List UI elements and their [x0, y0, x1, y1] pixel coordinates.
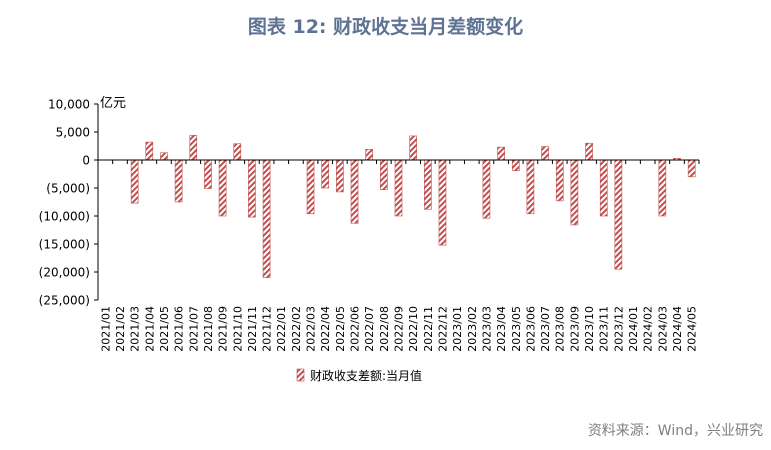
- bar: [321, 159, 330, 189]
- x-tick-label: 2022/02: [290, 306, 303, 352]
- chart: 10,000 5,000 0 (5,000) (10,000) (15,000) (20,0…: [39, 96, 700, 383]
- bar: [423, 159, 432, 210]
- bar: [555, 159, 564, 202]
- x-tick-label: 2021/10: [231, 306, 244, 352]
- y-tick-label: 0: [82, 154, 90, 168]
- x-tick-label: 2023/06: [524, 306, 537, 352]
- y-tick-label: 5,000: [56, 126, 90, 140]
- x-tick-label: 2023/12: [612, 306, 625, 352]
- x-tick-label: 2024/05: [686, 306, 699, 352]
- x-tick-label: 2021/04: [143, 306, 156, 352]
- bar: [306, 159, 315, 215]
- x-tick-label: 2021/01: [99, 306, 112, 352]
- bar: [130, 159, 139, 204]
- x-tick-label: 2022/09: [393, 306, 406, 352]
- x-tick-label: 2021/11: [246, 306, 259, 352]
- bar: [585, 142, 593, 161]
- bar: [248, 159, 256, 218]
- bar: [658, 159, 667, 217]
- bar: [438, 159, 447, 246]
- x-tick-label: 2023/04: [495, 306, 508, 352]
- x-tick-label: 2022/04: [319, 306, 332, 352]
- x-tick-label: 2022/10: [407, 306, 420, 352]
- bar: [380, 159, 388, 190]
- x-tick-label: 2021/06: [173, 306, 186, 352]
- bars: [130, 135, 696, 278]
- bar: [189, 135, 198, 161]
- x-tick-label: 2024/01: [627, 306, 640, 352]
- bar: [599, 159, 608, 217]
- y-tick-label: (15,000): [39, 238, 90, 252]
- bar: [482, 159, 491, 219]
- bar: [233, 143, 242, 161]
- x-tick-label: 2024/03: [656, 306, 669, 352]
- bar: [541, 146, 549, 161]
- bar: [336, 159, 344, 193]
- figure-title: 图表 12: 财政收支当月差额变化: [247, 16, 524, 38]
- bar: [687, 159, 696, 178]
- x-tick-label: 2022/08: [378, 306, 391, 352]
- bar: [145, 141, 154, 161]
- bar: [262, 159, 271, 278]
- y-tick-label: 10,000: [48, 98, 90, 112]
- x-tick-label: 2023/05: [510, 306, 523, 352]
- legend-swatch: [296, 368, 305, 382]
- x-tick-label: 2021/09: [217, 306, 230, 352]
- x-tick-label: 2022/03: [305, 306, 318, 352]
- bar: [497, 146, 505, 161]
- bar: [365, 149, 374, 161]
- y-tick-label: (5,000): [46, 182, 90, 196]
- x-tick-label: 2021/08: [202, 306, 215, 352]
- x-tick-label: 2021/12: [261, 306, 274, 352]
- bar: [174, 159, 183, 203]
- x-tick-label: 2023/08: [554, 306, 567, 352]
- y-axis: 10,000 5,000 0 (5,000) (10,000) (15,000) (20,0…: [39, 98, 99, 308]
- bar: [394, 159, 403, 217]
- x-tick-label: 2022/06: [349, 306, 362, 352]
- y-tick-label: (25,000): [39, 294, 90, 308]
- x-tick-label: 2022/12: [436, 306, 449, 352]
- x-tick-label: 2021/05: [158, 306, 171, 352]
- source-note: 资料来源：Wind，兴业研究: [587, 423, 763, 439]
- bar: [526, 159, 535, 215]
- x-tick-label: 2024/04: [671, 306, 684, 352]
- x-axis: 2021/01 2021/02 2021/03 2021/04 2021/05 2021/…: [97, 159, 700, 352]
- x-tick-label: 2023/10: [583, 306, 596, 352]
- x-tick-label: 2023/01: [451, 306, 464, 352]
- x-tick-label: 2022/01: [275, 306, 288, 352]
- bar: [160, 152, 168, 161]
- x-tick-label: 2023/07: [539, 306, 552, 352]
- bar: [614, 159, 623, 270]
- x-tick-label: 2021/02: [114, 306, 127, 352]
- bar: [350, 159, 359, 224]
- legend-label: 财政收支差额:当月值: [310, 368, 422, 383]
- x-tick-label: 2022/07: [363, 306, 376, 352]
- x-tick-label: 2022/11: [422, 306, 435, 352]
- bar: [409, 135, 417, 161]
- bar: [570, 159, 579, 226]
- bar: [218, 159, 227, 217]
- y-tick-label: (20,000): [39, 266, 90, 280]
- bar: [204, 159, 212, 189]
- x-tick-label: 2022/05: [334, 306, 347, 352]
- x-tick-label: 2023/09: [568, 306, 581, 352]
- x-tick-label: 2023/03: [480, 306, 493, 352]
- x-tick-label: 2021/07: [187, 306, 200, 352]
- unit-label: 亿元: [100, 96, 126, 111]
- x-tick-label: 2023/02: [466, 306, 479, 352]
- x-tick-label: 2024/02: [642, 306, 655, 352]
- legend: 财政收支差额:当月值: [296, 368, 422, 383]
- x-tick-label: 2021/03: [129, 306, 142, 352]
- y-tick-label: (10,000): [39, 210, 90, 224]
- bar: [511, 159, 520, 171]
- x-tick-label: 2023/11: [598, 306, 611, 352]
